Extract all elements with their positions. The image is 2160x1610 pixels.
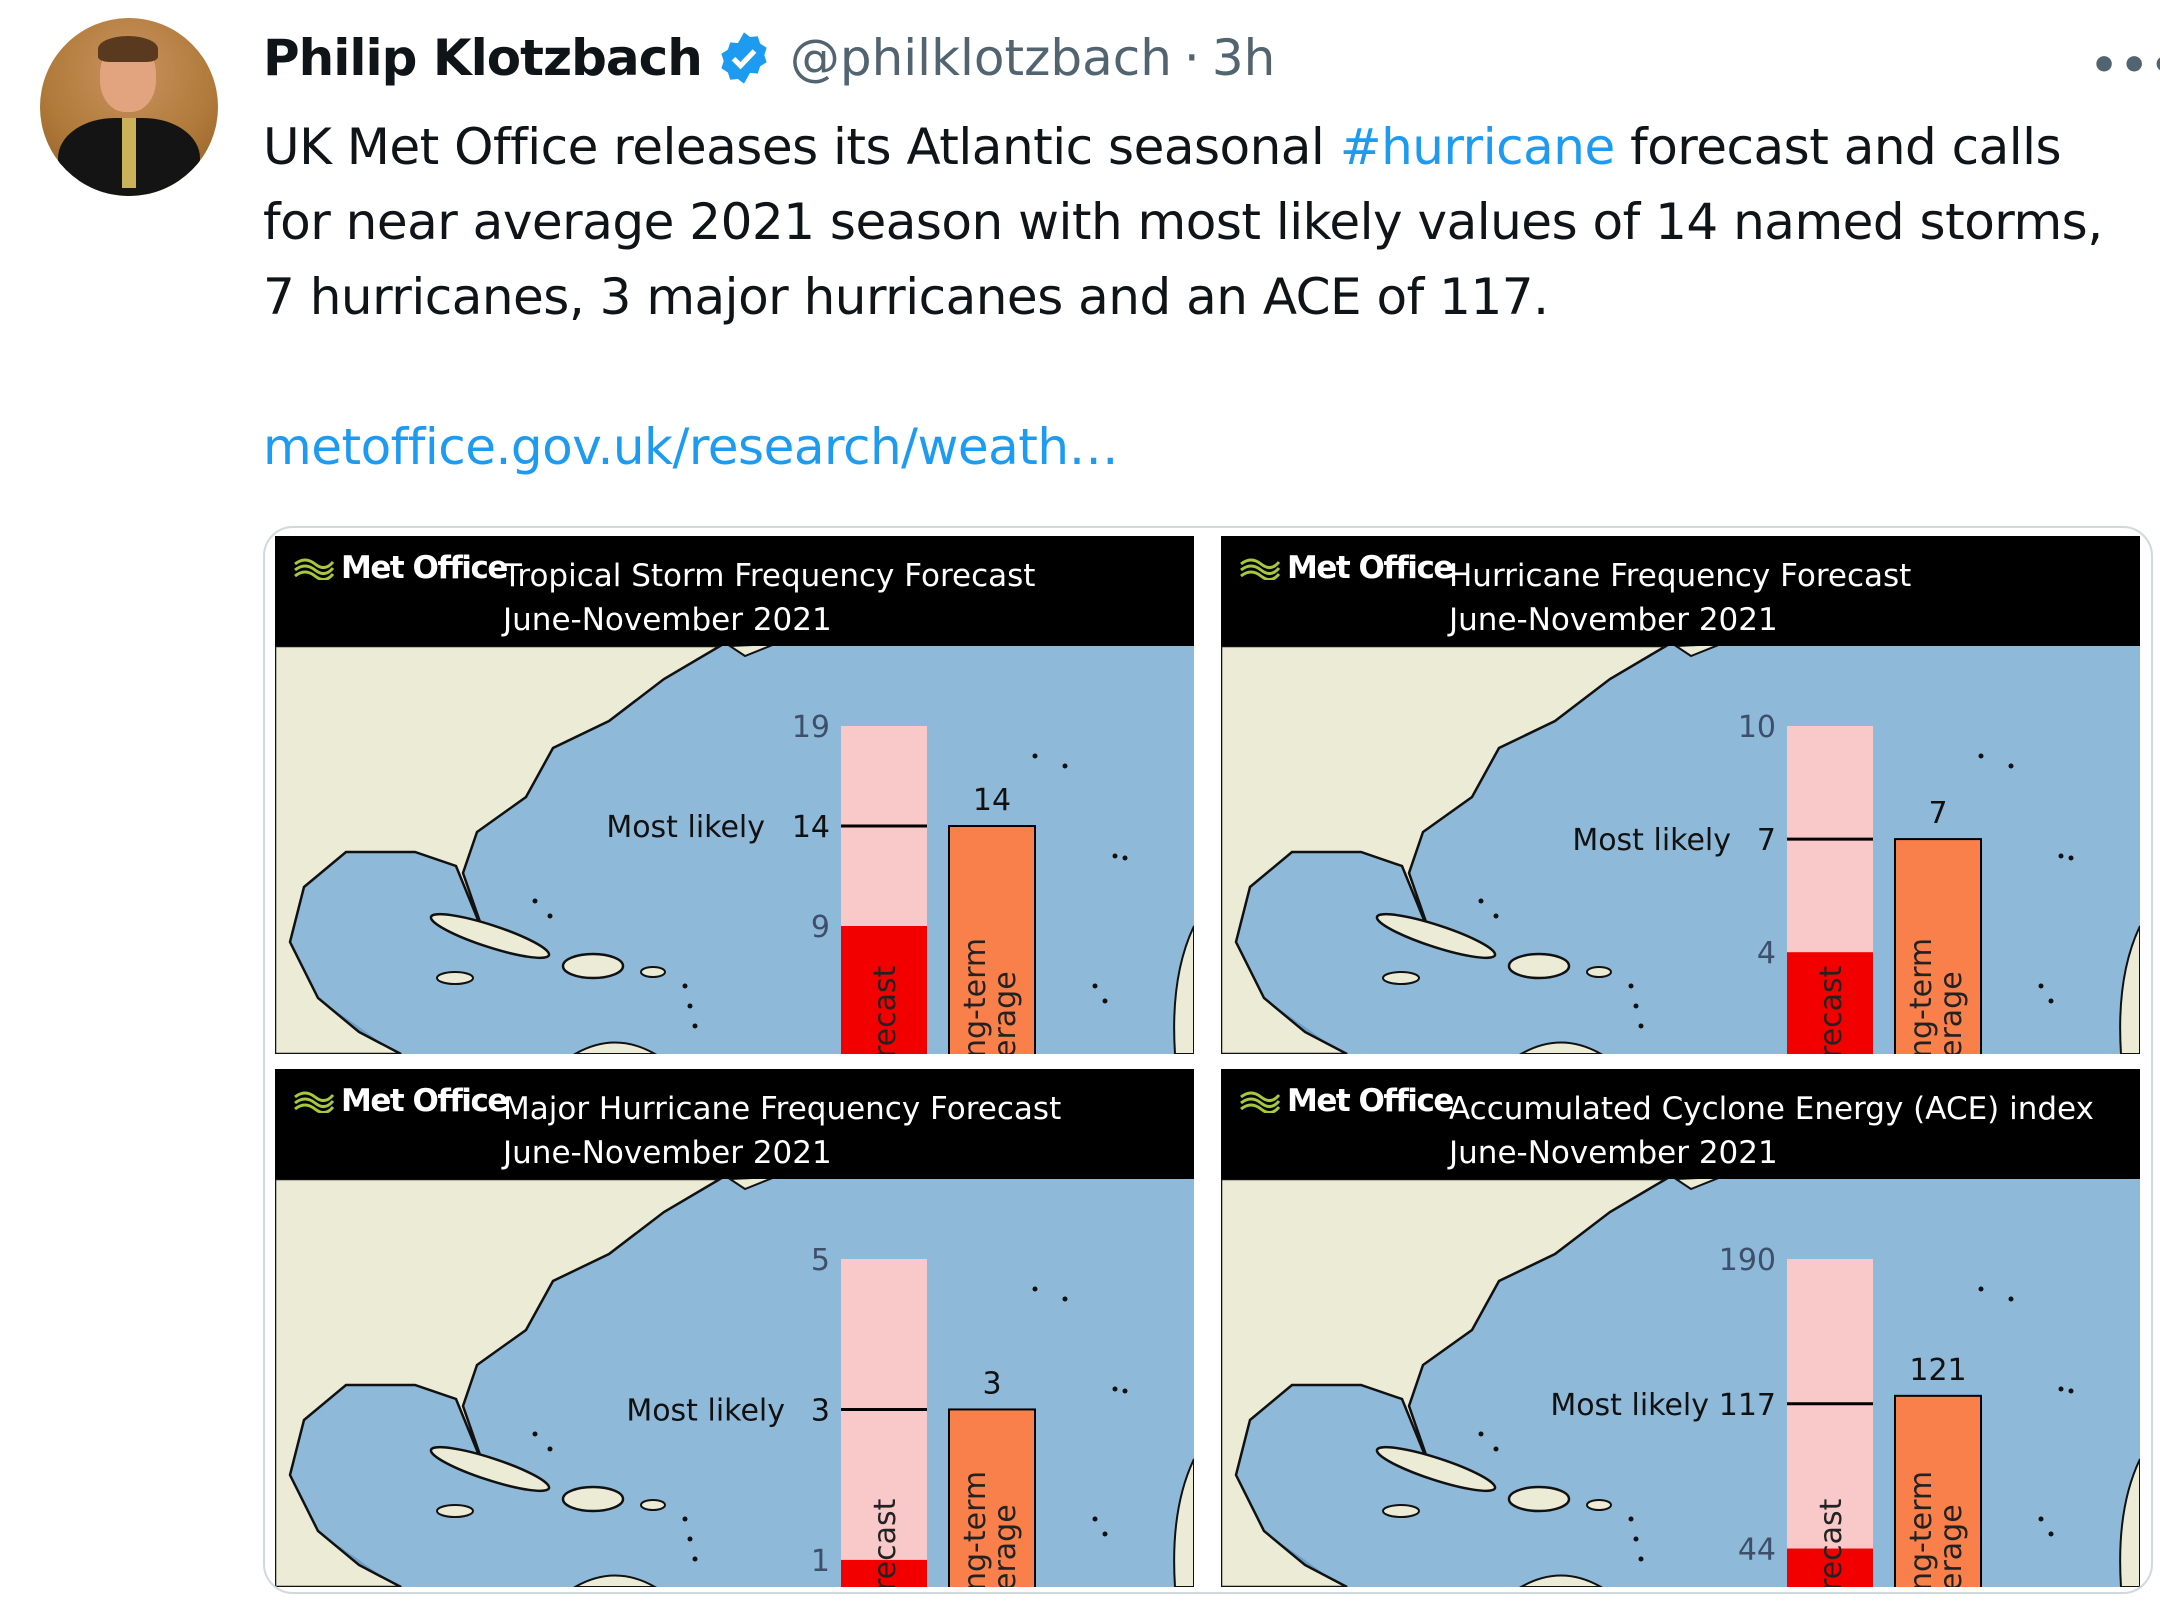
tweet-text-start: UK Met Office releases its Atlantic seas… <box>263 118 1340 176</box>
met-office-wave-icon <box>294 1091 335 1113</box>
panel-subtitle: June-November 2021 <box>1449 602 1778 638</box>
average-bar-label: ng-term <box>1904 938 1939 1054</box>
average-value-label: 14 <box>973 783 1011 818</box>
map-background <box>275 646 1194 1054</box>
met-office-logo: Met Office <box>1239 550 1454 586</box>
avatar-tie <box>122 118 136 188</box>
panel-subtitle: June-November 2021 <box>503 602 832 638</box>
axis-tick-label: 14 <box>792 810 830 845</box>
met-office-logo: Met Office <box>293 550 508 586</box>
logo-text: Met Office <box>1287 1083 1454 1119</box>
met-office-logo: Met Office <box>1239 1083 1454 1119</box>
forecast-panel[interactable]: Met Office Tropical Storm Frequency Fore… <box>275 536 1194 1054</box>
average-bar-label: erage <box>1934 1504 1969 1587</box>
average-bar-label: ng-term <box>1904 1471 1939 1587</box>
forecast-panel[interactable]: Met Office Accumulated Cyclone Energy (A… <box>1221 1069 2140 1587</box>
author-handle[interactable]: @philklotzbach <box>789 29 1172 87</box>
tweet-link[interactable]: metoffice.gov.uk/research/weath… <box>263 418 1119 476</box>
separator: · <box>1183 29 1200 87</box>
avatar-hair <box>98 36 158 62</box>
most-likely-label: Most likely <box>626 1393 785 1428</box>
tweet-header: Philip Klotzbach @philklotzbach · 3h <box>263 22 1275 94</box>
tweet-time[interactable]: 3h <box>1211 29 1276 87</box>
forecast-range-bar <box>1787 1259 1873 1587</box>
average-bar-label: ng-term <box>958 938 993 1054</box>
forecast-bar-label: recast <box>868 1498 903 1587</box>
avatar[interactable] <box>40 18 218 196</box>
axis-tick-label: 3 <box>811 1393 830 1428</box>
forecast-low-bar <box>841 1559 927 1587</box>
most-likely-label: Most likely <box>1572 823 1731 858</box>
average-value-label: 7 <box>1928 796 1947 831</box>
forecast-bar-label: recast <box>1814 1498 1849 1587</box>
forecast-range-bar <box>841 1259 927 1587</box>
long-term-average-bar <box>1894 1394 1982 1587</box>
panel-subtitle: June-November 2021 <box>503 1135 832 1171</box>
panel-title: Accumulated Cyclone Energy (ACE) index <box>1449 1091 2094 1127</box>
forecast-low-bar <box>1787 952 1873 1054</box>
axis-tick-label: 7 <box>1757 823 1776 858</box>
hashtag-link[interactable]: #hurricane <box>1339 118 1615 176</box>
panel-title: Tropical Storm Frequency Forecast <box>503 558 1036 594</box>
logo-text: Met Office <box>341 550 508 586</box>
axis-tick-label: 44 <box>1738 1533 1776 1568</box>
long-term-average-bar <box>948 825 1036 1054</box>
average-bar-label: erage <box>988 971 1023 1054</box>
forecast-low-bar <box>841 926 927 1054</box>
axis-tick-label: 190 <box>1719 1243 1776 1278</box>
axis-tick-label: 117 <box>1719 1388 1776 1423</box>
long-term-average-bar <box>948 1408 1036 1587</box>
forecast-bar-label: recast <box>1814 965 1849 1054</box>
met-office-logo: Met Office <box>293 1083 508 1119</box>
forecast-low-bar <box>1787 1548 1873 1587</box>
axis-tick-label: 10 <box>1738 710 1776 745</box>
axis-tick-label: 19 <box>792 710 830 745</box>
verified-badge-icon <box>721 32 767 84</box>
forecast-bar-label: recast <box>868 965 903 1054</box>
tweet-text-end: forecast and calls for near average 2021… <box>263 118 2103 326</box>
met-office-wave-icon <box>1240 1091 1281 1113</box>
average-bar-label: erage <box>988 1504 1023 1587</box>
author-name[interactable]: Philip Klotzbach <box>263 29 703 87</box>
average-bar-label: erage <box>1934 971 1969 1054</box>
tweet-text: UK Met Office releases its Atlantic seas… <box>263 110 2143 335</box>
forecast-panel[interactable]: Met Office Hurricane Frequency Forecast J… <box>1221 536 2140 1054</box>
average-value-label: 121 <box>1909 1353 1966 1388</box>
axis-tick-label: 5 <box>811 1243 830 1278</box>
long-term-average-bar <box>1894 838 1982 1054</box>
average-bar-label: ng-term <box>958 1471 993 1587</box>
met-office-wave-icon <box>1240 558 1281 580</box>
map-background <box>275 1179 1194 1587</box>
logo-text: Met Office <box>1287 550 1454 586</box>
more-horizontal-icon[interactable]: ••• <box>2090 40 2160 91</box>
axis-tick-label: 1 <box>811 1544 830 1579</box>
axis-tick-label: 4 <box>1757 936 1776 971</box>
most-likely-label: Most likely <box>606 810 765 845</box>
image-grid[interactable]: Met Office Tropical Storm Frequency Fore… <box>263 526 2153 1594</box>
met-office-wave-icon <box>294 558 335 580</box>
most-likely-label: Most likely <box>1550 1388 1709 1423</box>
logo-text: Met Office <box>341 1083 508 1119</box>
panel-subtitle: June-November 2021 <box>1449 1135 1778 1171</box>
map-background <box>1221 1179 2140 1587</box>
panel-title: Hurricane Frequency Forecast <box>1449 558 1912 594</box>
average-value-label: 3 <box>982 1366 1001 1401</box>
axis-tick-label: 9 <box>811 910 830 945</box>
forecast-panel[interactable]: Met Office Major Hurricane Frequency For… <box>275 1069 1194 1587</box>
panel-title: Major Hurricane Frequency Forecast <box>503 1091 1062 1127</box>
